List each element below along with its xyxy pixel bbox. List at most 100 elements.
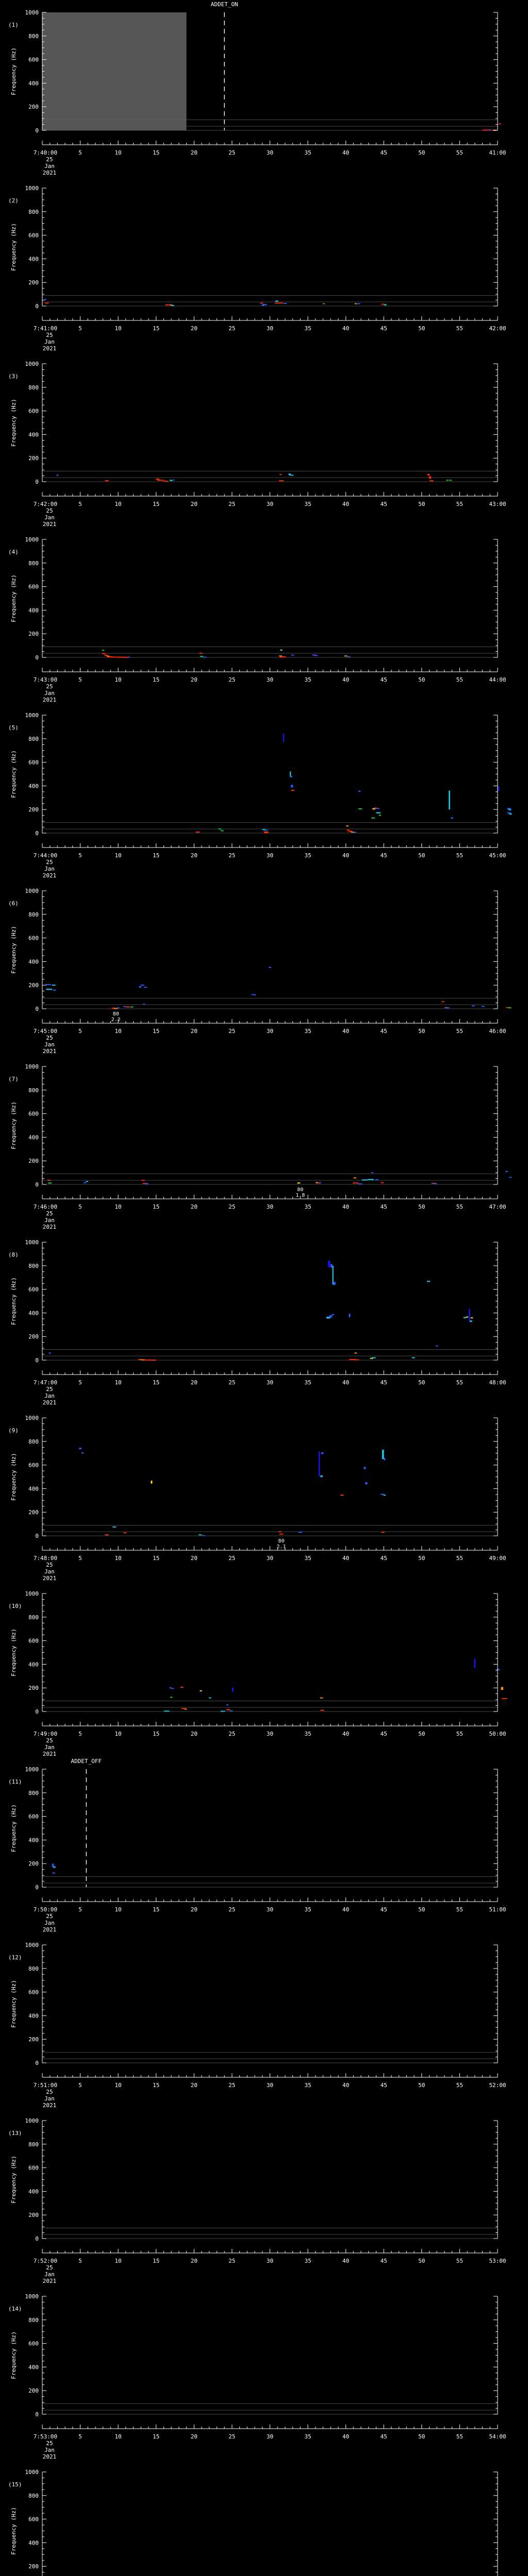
x-tick-label: 20 [191, 2433, 197, 2440]
x-tick-label: 20 [191, 1731, 197, 1737]
x-tick-label: 30 [267, 676, 273, 683]
x-tick-label: 15 [153, 1379, 159, 1386]
spectrogram-panel-svg: 0 200 400 600 800 1000 Frequency (Hz) (6) 7:45:0… [8, 888, 512, 1054]
y-tick-label: 800 [28, 2141, 39, 2148]
date-label: 25 [46, 2264, 53, 2271]
data-point [434, 1183, 437, 1184]
data-point [446, 480, 449, 481]
data-point [383, 1494, 386, 1496]
y-axis-title: Frequency (Hz) [10, 399, 17, 447]
spectrogram-panel-svg: 0 200 400 600 800 1000 Frequency (Hz) (7) 7:46:0… [8, 1063, 512, 1230]
data-point [112, 1526, 117, 1528]
data-point [376, 812, 381, 814]
y-tick-label: 1000 [25, 361, 39, 367]
x-tick-label: 30 [267, 1379, 273, 1386]
data-point [368, 1179, 374, 1180]
x-end-time-label: 51:00 [489, 1906, 506, 1913]
data-point [436, 1345, 438, 1347]
x-end-time-label: 54:00 [489, 2433, 506, 2440]
x-end-time-label: 47:00 [489, 1204, 506, 1210]
date-label: 25 [46, 1035, 53, 1041]
x-tick-label: 5 [78, 1731, 82, 1737]
x-tick-label: 45 [381, 325, 387, 332]
data-point [361, 1179, 368, 1181]
y-tick-label: 0 [35, 1006, 39, 1012]
data-point [298, 1532, 303, 1533]
x-tick-label: 15 [153, 149, 159, 156]
x-tick-label: 25 [228, 501, 235, 507]
x-tick-label: 20 [191, 149, 197, 156]
y-axis-title: Frequency (Hz) [10, 574, 17, 622]
y-tick-label: 0 [35, 479, 39, 485]
x-tick-label: 10 [115, 2258, 122, 2264]
data-point [144, 987, 147, 988]
event-label: ADDET_ON [211, 1, 238, 8]
x-tick-label: 15 [153, 325, 159, 332]
y-tick-label: 0 [35, 2060, 39, 2066]
spectrogram-panel-svg: ADDET_OFF 0 200 400 600 800 1000 Frequency (Hz)… [8, 1758, 506, 1933]
data-point [319, 1182, 321, 1183]
y-tick-label: 0 [35, 1708, 39, 1715]
data-point [365, 1482, 368, 1485]
y-tick-label: 200 [28, 1860, 39, 1867]
x-tick-label: 45 [381, 149, 387, 156]
x-end-time-label: 50:00 [489, 1731, 506, 1737]
y-axis-title: Frequency (Hz) [10, 1101, 17, 1149]
x-tick-label: 35 [304, 149, 311, 156]
spectrogram-panel: 0 200 400 600 800 1000 Frequency (Hz) (8) 7:47:0… [0, 1230, 528, 1405]
data-point [171, 304, 175, 306]
x-tick-label: 40 [342, 1379, 349, 1386]
data-point [375, 1179, 378, 1180]
x-tick-label: 5 [78, 2433, 82, 2440]
data-point [48, 1352, 51, 1354]
panel-index-label: (13) [8, 2130, 22, 2137]
y-tick-label: 800 [28, 736, 39, 742]
x-tick-label: 20 [191, 1555, 197, 1562]
y-tick-label: 1000 [25, 2469, 39, 2476]
y-tick-label: 200 [28, 455, 39, 462]
y-axis-title: Frequency (Hz) [10, 926, 17, 974]
x-end-time-label: 41:00 [489, 149, 506, 156]
x-tick-label: 55 [456, 1028, 463, 1035]
x-tick-label: 20 [191, 1906, 197, 1913]
y-tick-label: 600 [28, 1111, 39, 1117]
x-tick-label: 55 [456, 325, 463, 332]
x-tick-label: 5 [78, 1028, 82, 1035]
x-tick-label: 50 [418, 1204, 425, 1210]
y-tick-label: 200 [28, 1158, 39, 1164]
x-tick-label: 25 [228, 1906, 235, 1913]
data-point [506, 1007, 509, 1008]
spectrogram-panel: 0 200 400 600 800 1000 Frequency (Hz) (14) 7:53:… [0, 2284, 528, 2460]
panel-index-label: (12) [8, 1954, 22, 1961]
data-point [340, 1494, 344, 1496]
y-tick-label: 1000 [25, 2293, 39, 2300]
data-point [53, 989, 56, 991]
data-point [364, 1467, 366, 1469]
date-label: Jan [44, 1920, 55, 1926]
x-end-time-label: 45:00 [489, 852, 506, 859]
spectrogram-panel-svg: 0 200 400 600 800 1000 Frequency (Hz) (14) 7:53:… [8, 2293, 506, 2460]
data-point [151, 1480, 153, 1484]
x-tick-label: 30 [267, 1555, 273, 1562]
x-tick-label: 50 [418, 1906, 425, 1913]
data-point [291, 790, 294, 791]
detection-annotation: 1.8 [295, 1193, 305, 1198]
date-label: Jan [44, 514, 55, 521]
data-point [209, 1697, 211, 1699]
x-tick-label: 10 [115, 325, 122, 332]
date-label: 2021 [43, 1399, 57, 1405]
data-point [251, 994, 254, 995]
x-tick-label: 5 [78, 676, 82, 683]
y-tick-label: 800 [28, 2493, 39, 2499]
y-axis-title: Frequency (Hz) [10, 2507, 17, 2555]
x-tick-label: 40 [342, 501, 349, 507]
date-label: 25 [46, 507, 53, 514]
x-tick-label: 10 [115, 149, 122, 156]
x-tick-label: 15 [153, 1731, 159, 1737]
data-point [502, 1698, 507, 1699]
x-tick-label: 55 [456, 852, 463, 859]
data-point [123, 1006, 127, 1007]
x-tick-label: 35 [304, 676, 311, 683]
y-tick-label: 0 [35, 1357, 39, 1364]
panel-index-label: (11) [8, 1778, 22, 1785]
